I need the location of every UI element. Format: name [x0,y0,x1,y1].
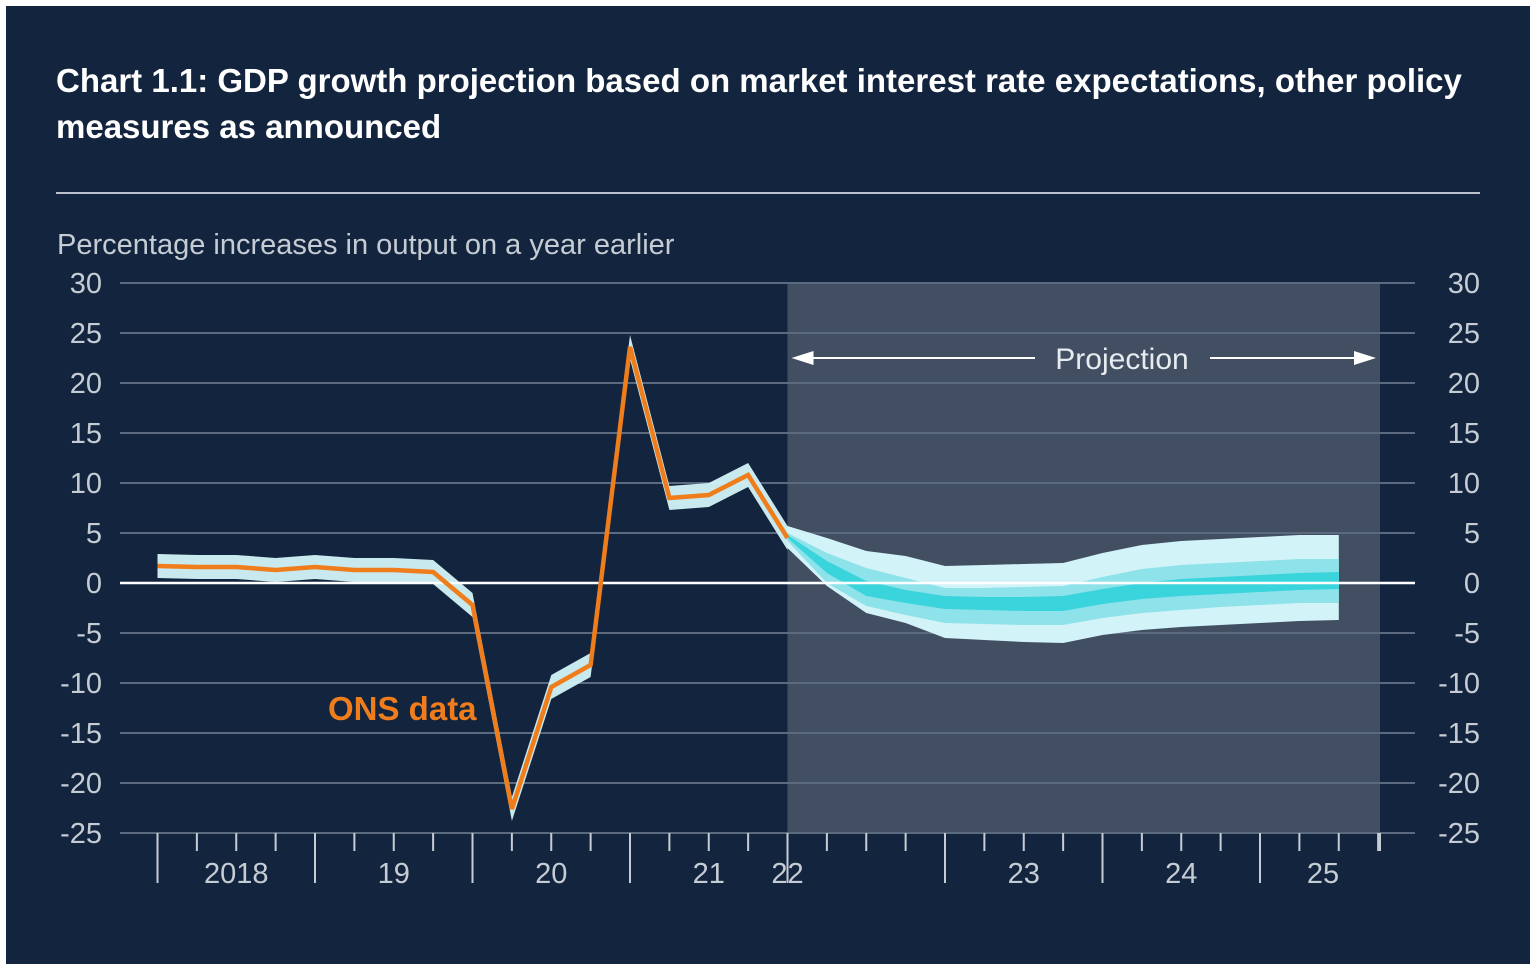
y-tick-label-left: 20 [70,368,102,400]
y-tick-label-right: 25 [1448,318,1480,350]
y-tick-label-left: 0 [86,568,102,600]
y-tick-label-right: -20 [1438,768,1480,800]
y-tick-label-left: 10 [70,468,102,500]
y-tick-label-left: -25 [60,818,102,850]
projection-label: Projection [1055,343,1188,376]
y-tick-label-left: -20 [60,768,102,800]
y-tick-label-left: 25 [70,318,102,350]
x-tick-label: 25 [1307,858,1339,890]
chart-title: Chart 1.1: GDP growth projection based o… [56,62,1462,145]
y-tick-label-right: -5 [1454,618,1480,650]
y-tick-label-right: -25 [1438,818,1480,850]
y-tick-label-right: 30 [1448,268,1480,300]
y-tick-label-left: 5 [86,518,102,550]
ons-data-line [157,346,790,810]
y-tick-label-left: 15 [70,418,102,450]
ons-uncertainty-ribbon [157,335,788,821]
y-tick-label-left: 30 [70,268,102,300]
projection-arrowhead-right [1354,351,1376,365]
y-tick-label-left: -10 [60,668,102,700]
y-tick-label-left: -5 [76,618,102,650]
x-tick-label: 2018 [204,858,269,890]
y-tick-label-right: 20 [1448,368,1480,400]
y-axis-label: Percentage increases in output on a year… [57,229,675,261]
y-tick-label-right: 5 [1464,518,1480,550]
x-tick-label: 20 [535,858,567,890]
ons-data-label: ONS data [328,690,477,727]
x-tick-label: 22 [771,858,803,890]
projection-arrowhead-left [791,351,814,365]
y-tick-label-right: 15 [1448,418,1480,450]
fan-band-inner [787,535,1339,611]
x-tick-label: 23 [1008,858,1040,890]
y-tick-label-right: 0 [1464,568,1480,600]
y-tick-label-right: 10 [1448,468,1480,500]
y-tick-label-left: -15 [60,718,102,750]
y-tick-label-right: -15 [1438,718,1480,750]
y-tick-label-right: -10 [1438,668,1480,700]
title-divider [56,192,1480,194]
x-tick-label: 24 [1165,858,1197,890]
x-tick-label: 21 [693,858,725,890]
x-tick-label: 19 [378,858,410,890]
